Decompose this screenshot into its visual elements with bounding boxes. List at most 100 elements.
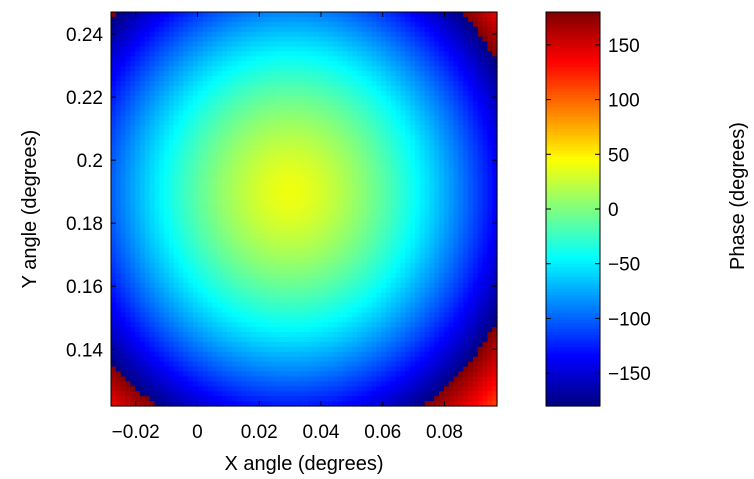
heatmap-cell xyxy=(482,61,488,67)
heatmap-cell xyxy=(130,199,136,205)
heatmap-cell xyxy=(164,169,170,176)
heatmap-cell xyxy=(260,115,266,121)
heatmap-cell xyxy=(386,125,392,131)
heatmap-cell xyxy=(236,273,242,279)
heatmap-cell xyxy=(294,51,300,57)
heatmap-cell xyxy=(125,297,131,304)
heatmap-cell xyxy=(168,125,175,131)
heatmap-cell xyxy=(366,95,373,102)
heatmap-cell xyxy=(352,258,358,264)
heatmap-cell xyxy=(275,297,281,304)
heatmap-cell xyxy=(217,115,223,121)
heatmap-cell xyxy=(318,223,324,230)
heatmap-cell xyxy=(357,164,363,171)
heatmap-cell xyxy=(265,36,271,43)
heatmap-cell xyxy=(173,31,180,38)
heatmap-cell xyxy=(168,71,175,77)
heatmap-cell xyxy=(458,277,464,284)
heatmap-cell xyxy=(395,302,402,309)
heatmap-cell xyxy=(270,307,276,314)
heatmap-cell xyxy=(468,179,474,185)
heatmap-cell xyxy=(120,273,127,279)
heatmap-cell xyxy=(115,199,122,205)
heatmap-cell xyxy=(405,90,411,97)
heatmap-cell xyxy=(434,56,440,62)
heatmap-cell xyxy=(246,66,252,72)
heatmap-cell xyxy=(419,277,426,284)
heatmap-cell xyxy=(144,110,151,117)
heatmap-cell xyxy=(434,199,440,205)
heatmap-cell xyxy=(125,307,131,314)
heatmap-cell xyxy=(318,125,324,131)
heatmap-cell xyxy=(231,292,238,299)
heatmap-cell xyxy=(429,223,435,230)
heatmap-cell xyxy=(308,263,315,269)
heatmap-cell xyxy=(419,51,426,57)
heatmap-cell xyxy=(472,218,479,225)
heatmap-cell xyxy=(260,253,266,259)
heatmap-cell xyxy=(357,277,363,284)
heatmap-cell xyxy=(323,135,329,141)
heatmap-cell xyxy=(323,307,329,314)
heatmap-cell xyxy=(294,61,300,67)
heatmap-cell xyxy=(275,154,281,161)
heatmap-cell xyxy=(299,140,305,146)
heatmap-cell xyxy=(308,46,315,52)
heatmap-cell xyxy=(221,12,228,18)
heatmap-cell xyxy=(183,110,189,117)
heatmap-cell xyxy=(284,21,291,28)
heatmap-cell xyxy=(212,317,218,323)
heatmap-cell xyxy=(453,209,459,215)
heatmap-cell xyxy=(453,46,459,52)
heatmap-cell xyxy=(154,282,160,289)
heatmap-cell xyxy=(308,307,315,314)
heatmap-cell xyxy=(173,26,180,33)
heatmap-cell xyxy=(183,199,189,205)
heatmap-cell xyxy=(477,209,484,215)
heatmap-cell xyxy=(173,199,180,205)
heatmap-cell xyxy=(414,268,421,274)
heatmap-cell xyxy=(323,282,329,289)
heatmap-cell xyxy=(265,66,271,72)
heatmap-cell xyxy=(400,179,406,185)
heatmap-cell xyxy=(477,144,484,151)
heatmap-cell xyxy=(337,307,344,314)
heatmap-cell xyxy=(308,268,315,274)
heatmap-cell xyxy=(226,26,233,33)
heatmap-cell xyxy=(448,56,455,62)
heatmap-cell xyxy=(376,248,382,254)
heatmap-cell xyxy=(193,12,199,18)
heatmap-cell xyxy=(487,85,493,92)
heatmap-cell xyxy=(168,12,175,18)
heatmap-cell xyxy=(395,258,402,264)
heatmap-cell xyxy=(115,253,122,259)
heatmap-cell xyxy=(304,149,310,156)
heatmap-cell xyxy=(115,51,122,57)
heatmap-cell xyxy=(226,140,233,146)
heatmap-cell xyxy=(337,223,344,230)
heatmap-cell xyxy=(357,149,363,156)
heatmap-cell xyxy=(193,135,199,141)
heatmap-cell xyxy=(366,228,373,235)
heatmap-cell xyxy=(419,71,426,77)
heatmap-cell xyxy=(149,66,156,72)
heatmap-cell xyxy=(477,135,484,141)
heatmap-cell xyxy=(487,194,493,200)
heatmap-cell xyxy=(443,243,450,249)
heatmap-cell xyxy=(217,144,223,151)
heatmap-cell xyxy=(424,154,431,161)
heatmap-cell xyxy=(159,277,165,284)
heatmap-cell xyxy=(279,90,286,97)
heatmap-cell xyxy=(371,287,377,294)
heatmap-cell xyxy=(443,253,450,259)
heatmap-cell xyxy=(115,66,122,72)
heatmap-cell xyxy=(304,174,310,181)
heatmap-cell xyxy=(400,199,406,205)
heatmap-cell xyxy=(439,302,445,309)
heatmap-cell xyxy=(144,189,151,195)
heatmap-cell xyxy=(386,292,392,299)
heatmap-cell xyxy=(125,66,131,72)
heatmap-cell xyxy=(323,100,329,107)
heatmap-cell xyxy=(458,66,464,72)
heatmap-cell xyxy=(212,258,218,264)
